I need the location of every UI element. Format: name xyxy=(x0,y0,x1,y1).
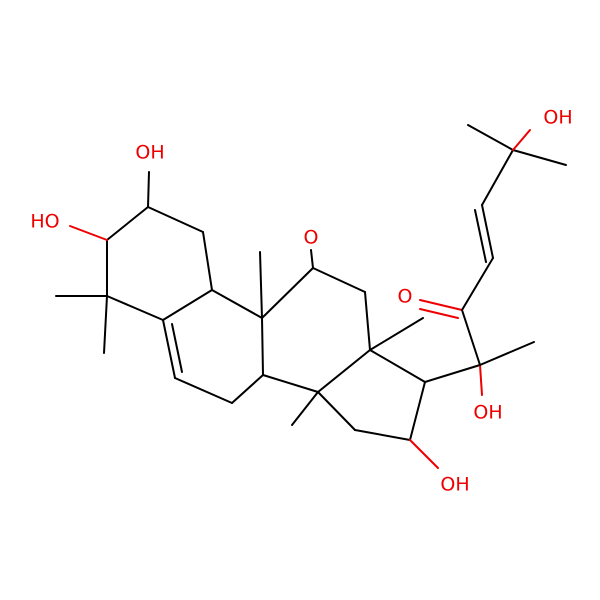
atom-label: OH xyxy=(473,402,502,424)
atom-labels: OH HO O O OH OH OH xyxy=(30,107,572,496)
atom-label: OH xyxy=(440,474,469,496)
atom-label: OH xyxy=(543,107,572,129)
atom-label: O xyxy=(304,227,319,249)
atom-label: HO xyxy=(30,211,59,233)
bonds xyxy=(55,124,567,469)
atom-label: O xyxy=(398,286,413,308)
atom-label: OH xyxy=(135,142,164,164)
